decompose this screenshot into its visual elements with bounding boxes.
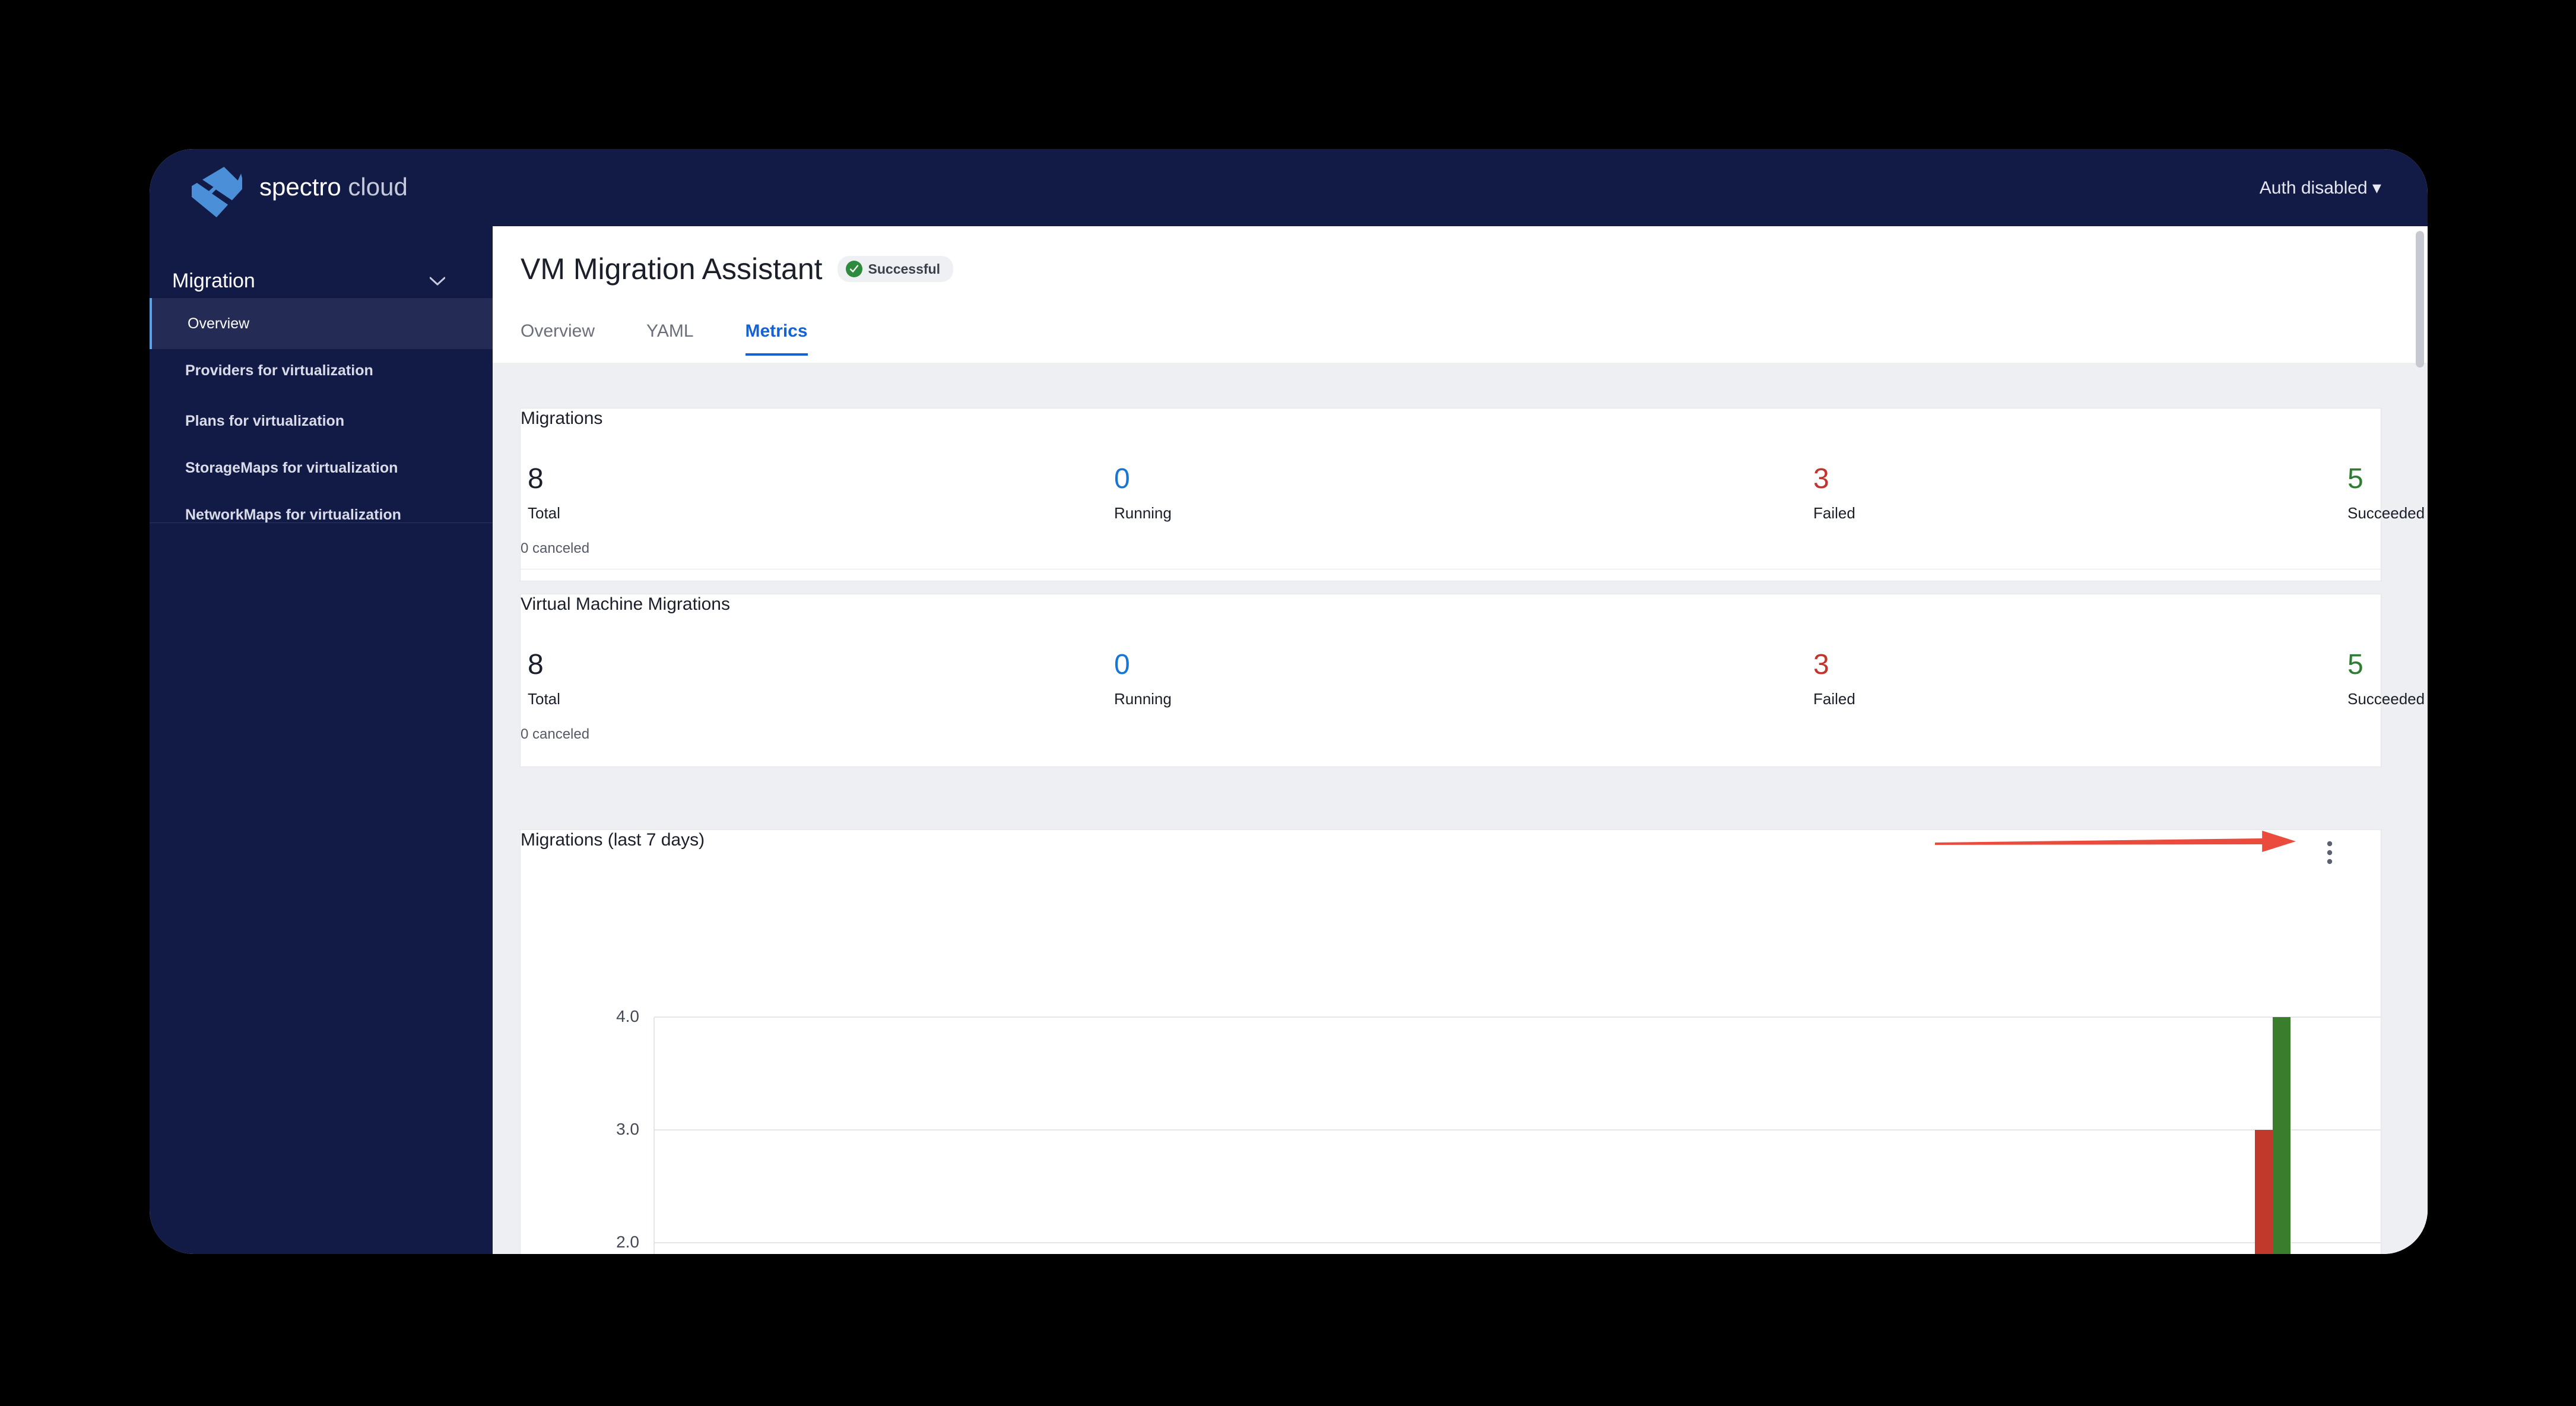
svg-text:2.0: 2.0 <box>616 1233 639 1251</box>
svg-text:3.0: 3.0 <box>616 1120 639 1138</box>
svg-text:4.0: 4.0 <box>616 1007 639 1025</box>
